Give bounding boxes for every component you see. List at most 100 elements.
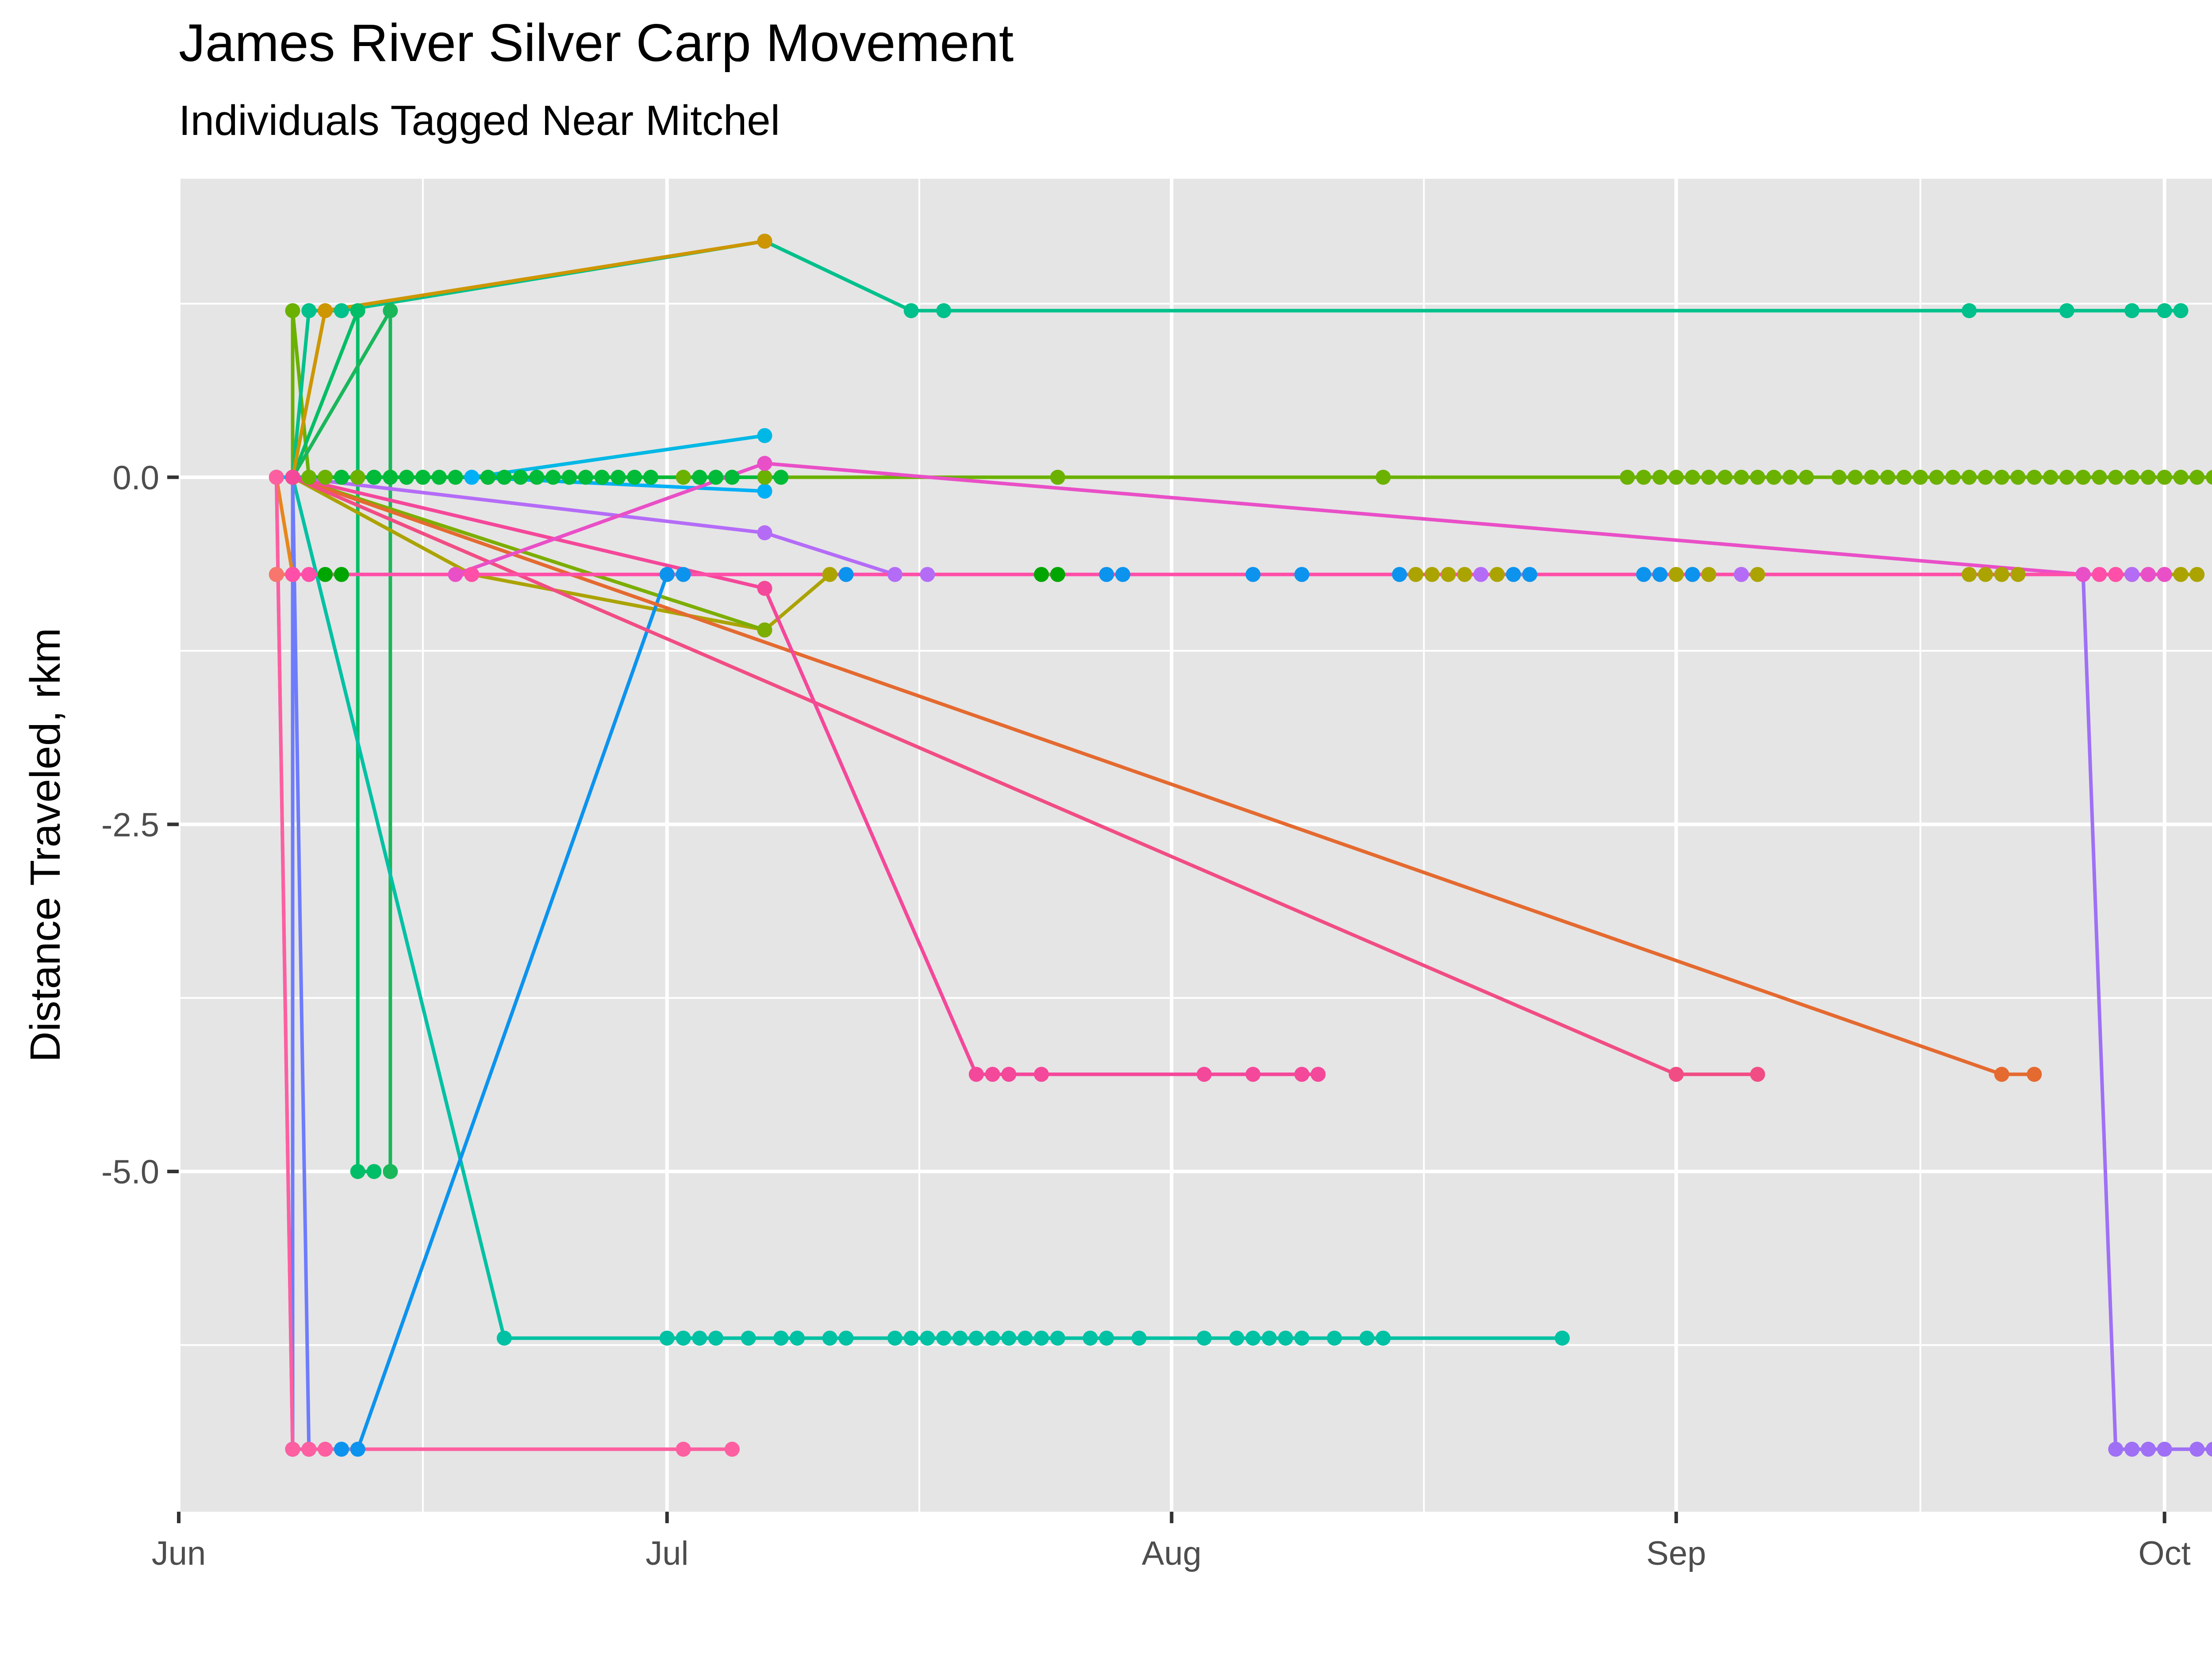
data-point-series-9 — [334, 567, 349, 582]
data-point-series-4 — [594, 469, 610, 485]
data-point-series-10 — [887, 1330, 902, 1346]
data-point-series-3 — [676, 469, 691, 485]
data-point-series-10 — [822, 1330, 837, 1346]
data-point-series-3 — [318, 469, 333, 485]
chart-title: James River Silver Carp Movement — [179, 13, 1014, 73]
data-point-series-9 — [1034, 567, 1049, 582]
data-point-series-3 — [1668, 469, 1684, 485]
data-point-series-3 — [1799, 469, 1814, 485]
data-point-series-16 — [2157, 1441, 2172, 1457]
data-point-series-5 — [903, 303, 919, 319]
data-point-series-11 — [1490, 567, 1505, 582]
data-point-series-10 — [741, 1330, 756, 1346]
series-line-20 — [292, 475, 1318, 1076]
data-point-series-6 — [350, 303, 365, 319]
data-point-series-3 — [301, 469, 317, 485]
data-point-series-4 — [773, 469, 789, 485]
data-point-series-20 — [1310, 1067, 1326, 1082]
data-point-series-1 — [757, 428, 772, 443]
data-point-series-19 — [1668, 1067, 1684, 1082]
data-point-series-16 — [2140, 1441, 2156, 1457]
data-point-series-3 — [1864, 469, 1879, 485]
data-point-series-13 — [1506, 567, 1521, 582]
data-point-series-10 — [1294, 1330, 1310, 1346]
data-point-series-21 — [448, 567, 463, 582]
data-point-series-4 — [562, 469, 577, 485]
y-tick-label: -5.0 — [101, 1153, 159, 1191]
data-point-series-3 — [1050, 469, 1065, 485]
data-point-series-10 — [1050, 1330, 1065, 1346]
data-point-series-15 — [757, 525, 772, 541]
series-points — [269, 234, 2212, 1457]
data-point-series-24 — [301, 567, 317, 582]
data-point-series-3 — [2206, 470, 2212, 485]
series-line-23 — [274, 477, 732, 1451]
data-point-series-4 — [627, 469, 642, 485]
data-point-series-16 — [2124, 1441, 2140, 1457]
data-point-series-3 — [2027, 469, 2042, 485]
data-point-series-15 — [887, 567, 902, 582]
data-point-series-11 — [1457, 567, 1472, 582]
data-point-series-3 — [2173, 469, 2189, 485]
data-point-series-10 — [1229, 1330, 1244, 1346]
data-point-series-3 — [1685, 469, 1700, 485]
data-point-series-10 — [1278, 1330, 1293, 1346]
data-point-series-10 — [952, 1330, 968, 1346]
data-point-series-3 — [1880, 469, 1896, 485]
data-point-series-10 — [968, 1330, 984, 1346]
data-point-series-11 — [2010, 567, 2026, 582]
data-point-series-9 — [1050, 567, 1065, 582]
data-point-series-13 — [659, 567, 675, 582]
data-point-series-13 — [1245, 567, 1261, 582]
data-point-series-3 — [1847, 469, 1863, 485]
data-point-series-3 — [2092, 469, 2107, 485]
data-point-series-3 — [1701, 469, 1717, 485]
y-axis-label: Distance Traveled, rkm — [22, 628, 69, 1062]
data-point-series-16 — [2108, 1441, 2124, 1457]
y-tick-label: -2.5 — [101, 806, 159, 844]
data-point-series-10 — [1034, 1330, 1049, 1346]
data-point-series-24 — [2092, 567, 2107, 582]
data-point-series-24 — [464, 567, 480, 582]
data-point-series-13 — [1392, 567, 1407, 582]
data-point-series-4 — [611, 469, 626, 485]
data-point-series-3 — [1750, 469, 1765, 485]
data-point-series-13 — [1522, 567, 1537, 582]
data-point-series-4 — [399, 469, 415, 485]
data-point-series-3 — [1734, 469, 1749, 485]
data-point-series-4 — [692, 469, 707, 485]
data-point-series-10 — [1375, 1330, 1391, 1346]
data-point-series-23 — [724, 1441, 740, 1457]
data-point-series-11 — [1701, 567, 1717, 582]
data-point-series-4 — [643, 469, 658, 485]
data-point-series-20 — [1001, 1067, 1017, 1082]
data-point-series-5 — [2173, 303, 2189, 319]
data-point-series-21 — [2157, 567, 2172, 582]
data-point-series-13 — [676, 567, 691, 582]
data-point-series-3 — [1994, 469, 2009, 485]
data-point-series-3 — [1652, 469, 1668, 485]
data-point-series-23 — [301, 1441, 317, 1457]
data-point-series-10 — [790, 1330, 805, 1346]
data-point-series-10 — [1018, 1330, 1033, 1346]
data-point-series-16 — [2189, 1441, 2205, 1457]
y-tick-label: 0.0 — [112, 459, 159, 497]
data-point-series-3 — [2157, 469, 2172, 485]
data-point-series-4 — [415, 469, 430, 485]
data-point-series-4 — [480, 469, 496, 485]
data-point-series-3 — [1978, 469, 1993, 485]
data-point-series-23 — [676, 1441, 691, 1457]
data-point-series-10 — [1359, 1330, 1375, 1346]
x-tick-label: Sep — [1646, 1535, 1706, 1572]
data-point-series-4 — [334, 469, 349, 485]
data-point-series-20 — [1245, 1067, 1261, 1082]
data-point-series-3 — [1912, 469, 1928, 485]
data-point-series-3 — [2124, 469, 2140, 485]
data-point-series-10 — [1083, 1330, 1098, 1346]
data-point-series-11 — [1425, 567, 1440, 582]
data-point-series-10 — [920, 1330, 935, 1346]
data-point-series-10 — [1196, 1330, 1212, 1346]
data-point-series-10 — [1555, 1330, 1570, 1346]
data-point-series-13 — [1652, 567, 1668, 582]
data-point-series-2 — [464, 469, 480, 485]
